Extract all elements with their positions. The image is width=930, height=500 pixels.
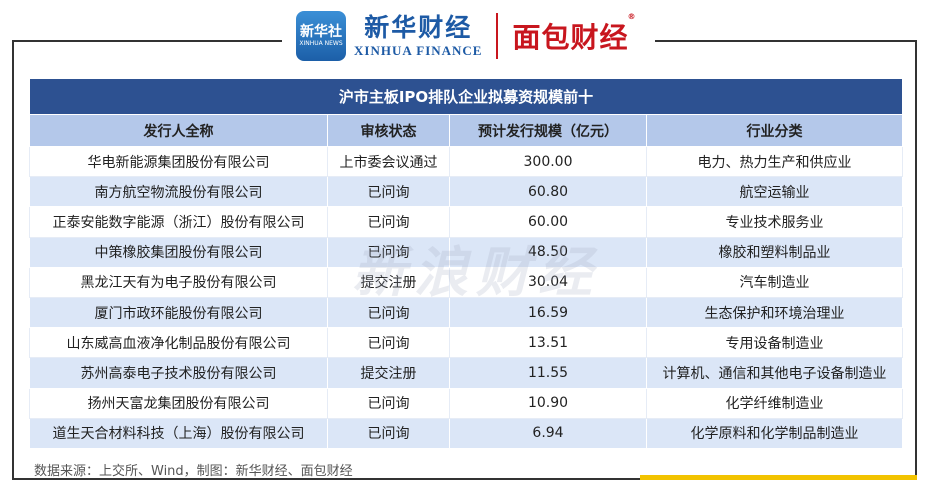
- industry-cell: 化学原料和化学制品制造业: [645, 417, 904, 449]
- issue-scale-cell: 6.94: [449, 417, 647, 449]
- industry-cell: 专业技术服务业: [645, 206, 904, 238]
- table-row: 南方航空物流股份有限公司 已问询 60.80 航空运输业: [29, 176, 904, 208]
- review-status-cell: 提交注册: [327, 357, 450, 389]
- frame-left-border: [12, 40, 14, 480]
- industry-cell: 化学纤维制造业: [645, 387, 904, 419]
- table-row: 华电新能源集团股份有限公司 上市委会议通过 300.00 电力、热力生产和供应业: [29, 145, 904, 178]
- table-row: 黑龙江天有为电子股份有限公司 提交注册 30.04 汽车制造业: [29, 266, 904, 298]
- industry-cell: 专用设备制造业: [645, 327, 904, 359]
- frame-bottom-accent: [640, 475, 917, 480]
- issuer-name-cell: 厦门市政环能股份有限公司: [29, 296, 328, 329]
- review-status-cell: 已问询: [327, 176, 450, 208]
- table-row: 厦门市政环能股份有限公司 已问询 16.59 生态保护和环境治理业: [29, 296, 904, 329]
- table-row: 道生天合材料科技（上海）股份有限公司 已问询 6.94 化学原料和化学制品制造业: [29, 417, 904, 449]
- industry-cell: 汽车制造业: [645, 266, 904, 298]
- issuer-name-cell: 中策橡胶集团股份有限公司: [29, 236, 328, 268]
- issue-scale-cell: 11.55: [449, 357, 647, 389]
- table-row: 扬州天富龙集团股份有限公司 已问询 10.90 化学纤维制造业: [29, 387, 904, 419]
- xinhua-badge-en: XINHUA NEWS: [299, 40, 343, 47]
- industry-cell: 航空运输业: [645, 176, 904, 208]
- review-status-cell: 已问询: [327, 296, 450, 329]
- issuer-name-cell: 扬州天富龙集团股份有限公司: [29, 387, 328, 419]
- issuer-name-cell: 南方航空物流股份有限公司: [29, 176, 328, 208]
- data-source-note: 数据来源：上交所、Wind，制图：新华财经、面包财经: [34, 464, 353, 479]
- issuer-name-cell: 苏州高泰电子技术股份有限公司: [29, 357, 328, 389]
- frame-right-border: [915, 40, 917, 480]
- table-row: 苏州高泰电子技术股份有限公司 提交注册 11.55 计算机、通信和其他电子设备制造业: [29, 357, 904, 389]
- issuer-name-cell: 正泰安能数字能源（浙江）股份有限公司: [29, 206, 328, 238]
- review-status-cell: 上市委会议通过: [327, 145, 450, 178]
- table-row: 正泰安能数字能源（浙江）股份有限公司 已问询 60.00 专业技术服务业: [29, 206, 904, 238]
- logo-bar: 新华社 XINHUA NEWS 新华财经 XINHUA FINANCE 面包财经…: [296, 8, 636, 64]
- issue-scale-cell: 10.90: [449, 387, 647, 419]
- xinhua-finance-cn: 新华财经: [364, 13, 473, 42]
- frame-top-right-border: [655, 40, 917, 42]
- table-title: 沪市主板IPO排队企业拟募资规模前十: [28, 78, 904, 115]
- mianbao-logo-text: 面包财经: [512, 21, 629, 54]
- table-row: 山东威高血液净化制品股份有限公司 已问询 13.51 专用设备制造业: [29, 327, 904, 359]
- column-header: 审核状态: [327, 114, 450, 147]
- industry-cell: 计算机、通信和其他电子设备制造业: [645, 357, 904, 389]
- frame-bottom-border: [12, 478, 917, 480]
- table-title-row: 沪市主板IPO排队企业拟募资规模前十: [28, 78, 904, 115]
- mianbao-finance-logo: 面包财经 ®: [512, 12, 635, 56]
- review-status-cell: 已问询: [327, 387, 450, 419]
- industry-cell: 电力、热力生产和供应业: [645, 145, 904, 178]
- issue-scale-cell: 13.51: [449, 327, 647, 359]
- xinhua-news-logo: 新华社 XINHUA NEWS: [296, 11, 346, 61]
- table-body: 华电新能源集团股份有限公司 上市委会议通过 300.00 电力、热力生产和供应业 南方航…: [29, 145, 904, 449]
- review-status-cell: 提交注册: [327, 266, 450, 298]
- xinhua-finance-logo: 新华财经 XINHUA FINANCE: [354, 13, 482, 59]
- review-status-cell: 已问询: [327, 236, 450, 268]
- issue-scale-cell: 60.00: [449, 206, 647, 238]
- issuer-name-cell: 道生天合材料科技（上海）股份有限公司: [29, 417, 328, 449]
- industry-cell: 橡胶和塑料制品业: [645, 236, 904, 268]
- issue-scale-cell: 300.00: [449, 145, 647, 178]
- table-row: 中策橡胶集团股份有限公司 已问询 48.50 橡胶和塑料制品业: [29, 236, 904, 268]
- frame-top-left-border: [12, 40, 282, 42]
- column-header: 行业分类: [645, 114, 904, 147]
- xinhua-badge-cn: 新华社: [300, 24, 342, 40]
- issuer-name-cell: 黑龙江天有为电子股份有限公司: [29, 266, 328, 298]
- review-status-cell: 已问询: [327, 206, 450, 238]
- issue-scale-cell: 60.80: [449, 176, 647, 208]
- issuer-name-cell: 华电新能源集团股份有限公司: [29, 145, 328, 178]
- issue-scale-cell: 16.59: [449, 296, 647, 329]
- industry-cell: 生态保护和环境治理业: [645, 296, 904, 329]
- logo-divider: [496, 13, 499, 59]
- issue-scale-cell: 30.04: [449, 266, 647, 298]
- issuer-name-cell: 山东威高血液净化制品股份有限公司: [29, 327, 328, 359]
- review-status-cell: 已问询: [327, 327, 450, 359]
- issue-scale-cell: 48.50: [449, 236, 647, 268]
- table-header-row: 发行人全称 审核状态 预计发行规模（亿元） 行业分类: [29, 114, 904, 147]
- registered-mark: ®: [627, 12, 637, 21]
- review-status-cell: 已问询: [327, 417, 450, 449]
- column-header: 发行人全称: [29, 114, 328, 147]
- xinhua-finance-en: XINHUA FINANCE: [354, 43, 483, 58]
- watermark: 新浪财经: [352, 241, 600, 304]
- column-header: 预计发行规模（亿元）: [449, 114, 647, 147]
- ipo-ranking-table: 沪市主板IPO排队企业拟募资规模前十 发行人全称 审核状态 预计发行规模（亿元） 行业…: [28, 78, 904, 449]
